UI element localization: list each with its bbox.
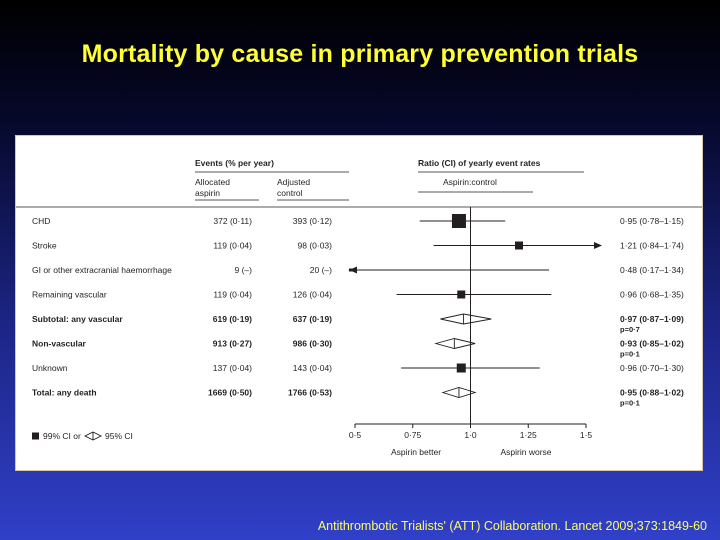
- point-estimate-square: [515, 241, 524, 250]
- forest-row: Remaining vascular 119 (0·04) 126 (0·04) 0·…: [32, 290, 684, 300]
- aspirin-events: 372 (0·11): [213, 216, 252, 226]
- forest-row: Unknown 137 (0·04) 143 (0·04) 0·96 (0·70–1·…: [32, 363, 684, 373]
- control-events: 637 (0·19): [293, 314, 332, 324]
- row-label: GI or other extracranial haemorrhage: [32, 265, 172, 275]
- forest-rows: CHD 372 (0·11) 393 (0·12) 0·95 (0·78–1·15) S…: [32, 214, 684, 408]
- control-events: 126 (0·04): [293, 290, 332, 300]
- legend-square-icon: [32, 432, 39, 440]
- row-label: Unknown: [32, 363, 68, 373]
- ci-diamond: [440, 313, 492, 325]
- ratio-ci-text: 1·21 (0·84–1·74): [620, 241, 684, 251]
- row-label: Total: any death: [32, 388, 97, 398]
- table-header: Events (% per year) Allocated aspirin Ad…: [16, 158, 702, 208]
- ratio-ci-text: 0·95 (0·88–1·02): [620, 388, 684, 398]
- control-events: 20 (–): [310, 265, 332, 275]
- forest-row: Subtotal: any vascular 619 (0·19) 637 (0·1…: [32, 313, 684, 334]
- row-label: Remaining vascular: [32, 290, 107, 300]
- ratio-ci-text: 0·96 (0·68–1·35): [620, 290, 684, 300]
- p-value: p=0·1: [620, 399, 640, 408]
- aspirin-events: 913 (0·27): [213, 339, 252, 349]
- ratio-ci-text: 0·48 (0·17–1·34): [620, 265, 684, 275]
- row-label: Stroke: [32, 241, 57, 251]
- forest-plot-panel: Events (% per year) Allocated aspirin Ad…: [15, 135, 703, 471]
- ci-arrow-left: [349, 266, 357, 274]
- aspirin-events: 119 (0·04): [213, 241, 252, 251]
- row-label: Subtotal: any vascular: [32, 314, 123, 324]
- allocated-header-2: aspirin: [195, 188, 220, 198]
- axis-left-label: Aspirin better: [391, 447, 441, 457]
- point-estimate-square: [457, 290, 466, 299]
- citation: Antithrombotic Trialists' (ATT) Collabor…: [317, 519, 707, 533]
- aspirin-events: 619 (0·19): [213, 314, 252, 324]
- x-tick-label: 0·75: [404, 430, 421, 440]
- forest-row: Total: any death 1669 (0·50) 1766 (0·53) 0·…: [32, 387, 684, 408]
- p-value: p=0·1: [620, 350, 640, 359]
- x-tick-label: 0·5: [349, 430, 362, 440]
- ratio-subheader: Aspirin:control: [443, 177, 497, 187]
- forest-row: GI or other extracranial haemorrhage 9 (–…: [32, 265, 684, 275]
- ci-arrow-right: [594, 242, 602, 249]
- legend: 99% CI or 95% CI: [32, 431, 133, 441]
- aspirin-events: 137 (0·04): [213, 363, 252, 373]
- events-header: Events (% per year): [195, 158, 274, 168]
- aspirin-events: 9 (–): [235, 265, 253, 275]
- x-axis: 0·5 0·75 1·0 1·25 1·5 Aspirin better Aspirin w…: [349, 207, 593, 457]
- aspirin-events: 1669 (0·50): [208, 388, 252, 398]
- point-estimate-square: [348, 268, 352, 272]
- forest-plot: Events (% per year) Allocated aspirin Ad…: [16, 158, 702, 457]
- adjusted-header-1: Adjusted: [277, 177, 310, 187]
- ratio-ci-text: 0·95 (0·78–1·15): [620, 216, 684, 226]
- ratio-ci-text: 0·97 (0·87–1·09): [620, 314, 684, 324]
- ratio-header: Ratio (CI) of yearly event rates: [418, 158, 541, 168]
- point-estimate-square: [456, 363, 466, 373]
- control-events: 143 (0·04): [293, 363, 332, 373]
- adjusted-header-2: control: [277, 188, 303, 198]
- axis-right-label: Aspirin worse: [500, 447, 551, 457]
- forest-row: Non-vascular 913 (0·27) 986 (0·30) 0·93 (0·…: [32, 338, 684, 359]
- legend-square-label: 99% CI or: [43, 431, 81, 441]
- control-events: 986 (0·30): [293, 339, 332, 349]
- aspirin-events: 119 (0·04): [213, 290, 252, 300]
- row-label: CHD: [32, 216, 50, 226]
- x-tick-label: 1·25: [520, 430, 537, 440]
- ratio-ci-text: 0·93 (0·85–1·02): [620, 339, 684, 349]
- x-tick-label: 1·5: [580, 430, 593, 440]
- forest-row: Stroke 119 (0·04) 98 (0·03) 1·21 (0·84–1·74…: [32, 241, 684, 251]
- p-value: p=0·7: [620, 325, 640, 334]
- point-estimate-square: [451, 214, 466, 228]
- forest-row: CHD 372 (0·11) 393 (0·12) 0·95 (0·78–1·15): [32, 214, 684, 228]
- control-events: 1766 (0·53): [288, 388, 332, 398]
- ci-diamond: [434, 338, 476, 349]
- x-tick-label: 1·0: [464, 430, 477, 440]
- row-label: Non-vascular: [32, 339, 87, 349]
- legend-diamond-label: 95% CI: [105, 431, 133, 441]
- allocated-header-1: Allocated: [195, 177, 230, 187]
- control-events: 393 (0·12): [293, 216, 332, 226]
- slide-title: Mortality by cause in primary prevention…: [81, 40, 639, 68]
- control-events: 98 (0·03): [298, 241, 333, 251]
- ratio-ci-text: 0·96 (0·70–1·30): [620, 363, 684, 373]
